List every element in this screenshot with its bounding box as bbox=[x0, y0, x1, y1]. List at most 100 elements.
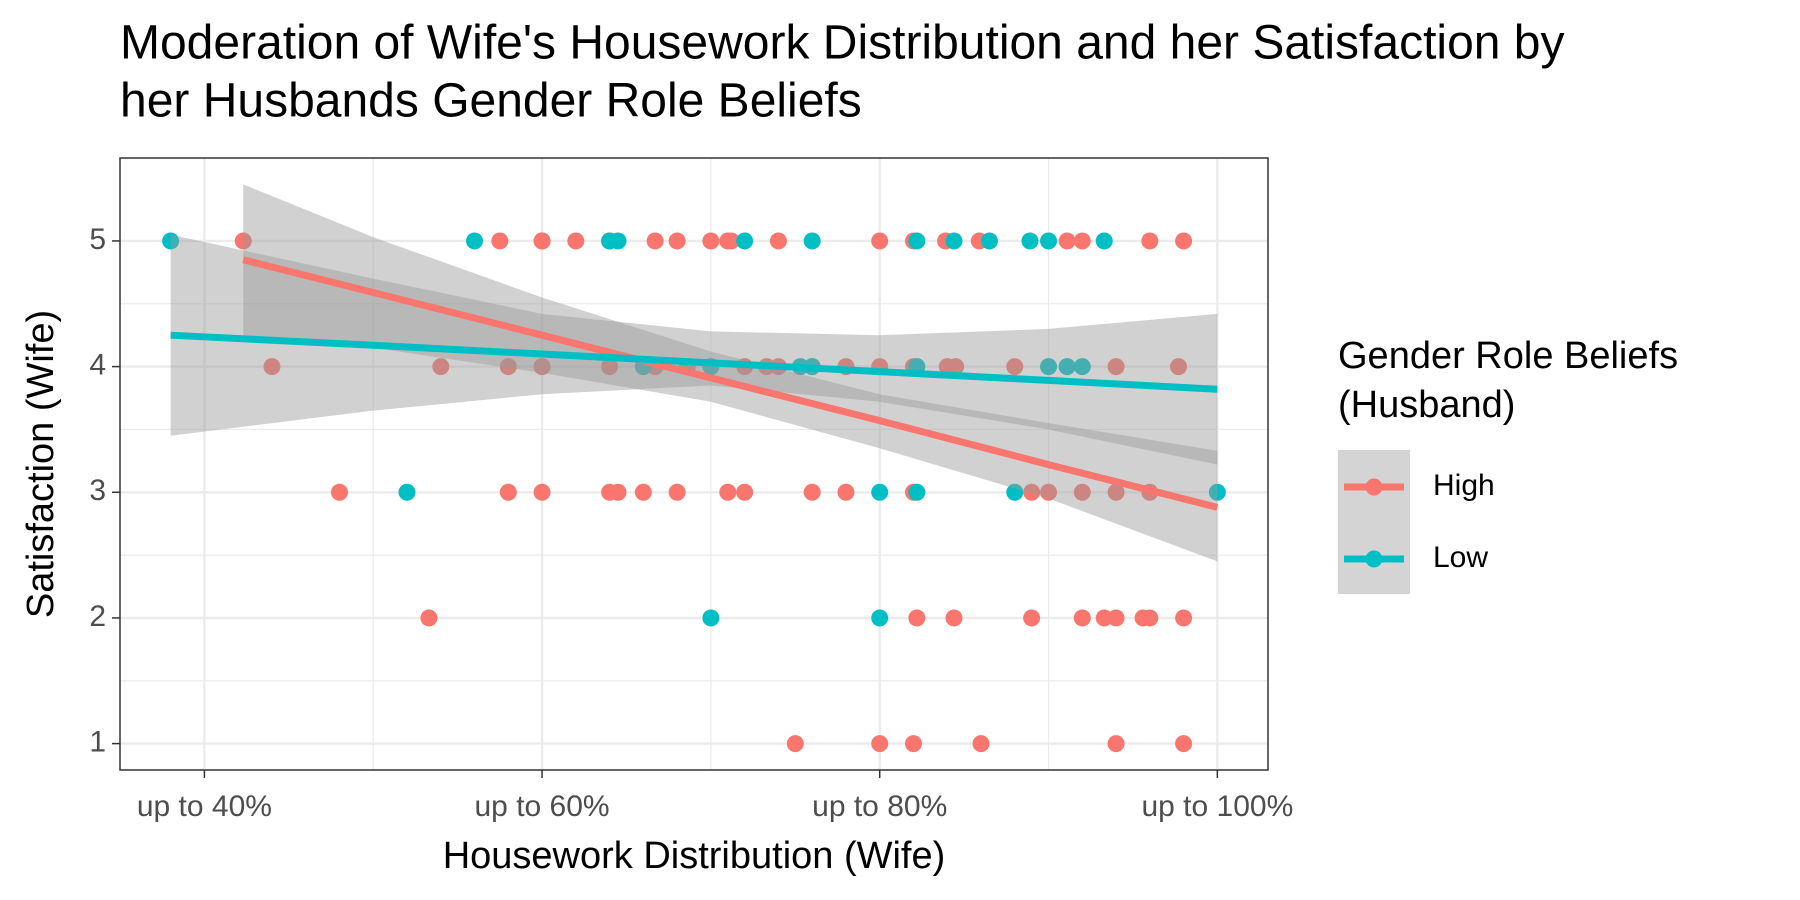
point bbox=[1107, 483, 1125, 501]
point bbox=[1023, 483, 1041, 501]
legend-title: (Husband) bbox=[1338, 384, 1515, 426]
point bbox=[499, 358, 517, 376]
point bbox=[1175, 735, 1193, 753]
point bbox=[234, 232, 252, 250]
point bbox=[1021, 232, 1039, 250]
y-axis-title: Satisfaction (Wife) bbox=[20, 310, 62, 618]
point bbox=[769, 232, 787, 250]
point bbox=[634, 483, 652, 501]
point bbox=[567, 232, 585, 250]
x-tick-label: up to 40% bbox=[137, 790, 272, 823]
point bbox=[1058, 358, 1076, 376]
point bbox=[803, 232, 821, 250]
point bbox=[1073, 609, 1091, 627]
point bbox=[736, 483, 754, 501]
point bbox=[980, 232, 998, 250]
point bbox=[1023, 609, 1041, 627]
point bbox=[432, 358, 450, 376]
point bbox=[398, 483, 416, 501]
point bbox=[908, 609, 926, 627]
point bbox=[722, 232, 740, 250]
point bbox=[330, 483, 348, 501]
point bbox=[904, 735, 922, 753]
point bbox=[533, 232, 551, 250]
chart-title: Moderation of Wife's Housework Distribut… bbox=[120, 17, 1565, 70]
point bbox=[837, 483, 855, 501]
confidence-band bbox=[170, 234, 1218, 465]
point bbox=[533, 483, 551, 501]
y-tick-label: 2 bbox=[89, 600, 106, 633]
point bbox=[646, 232, 664, 250]
point bbox=[1170, 358, 1188, 376]
point bbox=[945, 609, 963, 627]
x-tick-label: up to 100% bbox=[1141, 790, 1293, 823]
point bbox=[947, 358, 965, 376]
point bbox=[908, 232, 926, 250]
x-tick-label: up to 60% bbox=[475, 790, 610, 823]
point bbox=[1040, 483, 1058, 501]
point bbox=[162, 232, 180, 250]
point bbox=[1095, 232, 1113, 250]
point bbox=[1006, 483, 1024, 501]
point bbox=[1175, 609, 1193, 627]
point bbox=[668, 483, 686, 501]
point bbox=[871, 232, 889, 250]
y-tick-label: 3 bbox=[89, 474, 106, 507]
point bbox=[1058, 232, 1076, 250]
point bbox=[702, 232, 720, 250]
point bbox=[601, 358, 619, 376]
point bbox=[499, 483, 517, 501]
point bbox=[871, 609, 889, 627]
point bbox=[668, 232, 686, 250]
panel-border bbox=[119, 157, 1269, 771]
y-tick-label: 1 bbox=[89, 726, 106, 759]
point bbox=[1040, 232, 1058, 250]
legend-label: Low bbox=[1433, 541, 1488, 574]
legend-key-point bbox=[1365, 478, 1383, 496]
point bbox=[1107, 358, 1125, 376]
point bbox=[908, 483, 926, 501]
fit-line bbox=[242, 256, 1219, 511]
point bbox=[719, 483, 737, 501]
point bbox=[1141, 609, 1159, 627]
point bbox=[1175, 232, 1193, 250]
point bbox=[609, 483, 627, 501]
point bbox=[263, 358, 281, 376]
point bbox=[1107, 735, 1125, 753]
point bbox=[1040, 358, 1058, 376]
point bbox=[1073, 358, 1091, 376]
point bbox=[1107, 609, 1125, 627]
chart-title: her Husbands Gender Role Beliefs bbox=[120, 75, 862, 128]
point bbox=[1073, 483, 1091, 501]
confidence-band bbox=[243, 184, 1218, 562]
fit-line bbox=[170, 331, 1218, 393]
legend-key-background bbox=[1338, 450, 1410, 594]
point bbox=[533, 358, 551, 376]
legend-label: High bbox=[1433, 469, 1495, 502]
point bbox=[466, 232, 484, 250]
point bbox=[786, 735, 804, 753]
y-tick-label: 4 bbox=[89, 349, 106, 382]
y-tick-label: 5 bbox=[89, 223, 106, 256]
point bbox=[491, 232, 509, 250]
point bbox=[1208, 483, 1226, 501]
point bbox=[1006, 358, 1024, 376]
legend-title: Gender Role Beliefs bbox=[1338, 335, 1678, 377]
x-axis-title: Housework Distribution (Wife) bbox=[443, 835, 946, 877]
legend-key-point bbox=[1365, 550, 1383, 568]
point bbox=[609, 232, 627, 250]
point bbox=[1141, 232, 1159, 250]
point bbox=[420, 609, 438, 627]
point bbox=[736, 232, 754, 250]
point bbox=[945, 232, 963, 250]
point bbox=[702, 609, 720, 627]
point bbox=[871, 483, 889, 501]
point bbox=[1095, 609, 1113, 627]
x-tick-label: up to 80% bbox=[812, 790, 947, 823]
point bbox=[871, 735, 889, 753]
point bbox=[1073, 232, 1091, 250]
point bbox=[803, 483, 821, 501]
point bbox=[972, 735, 990, 753]
